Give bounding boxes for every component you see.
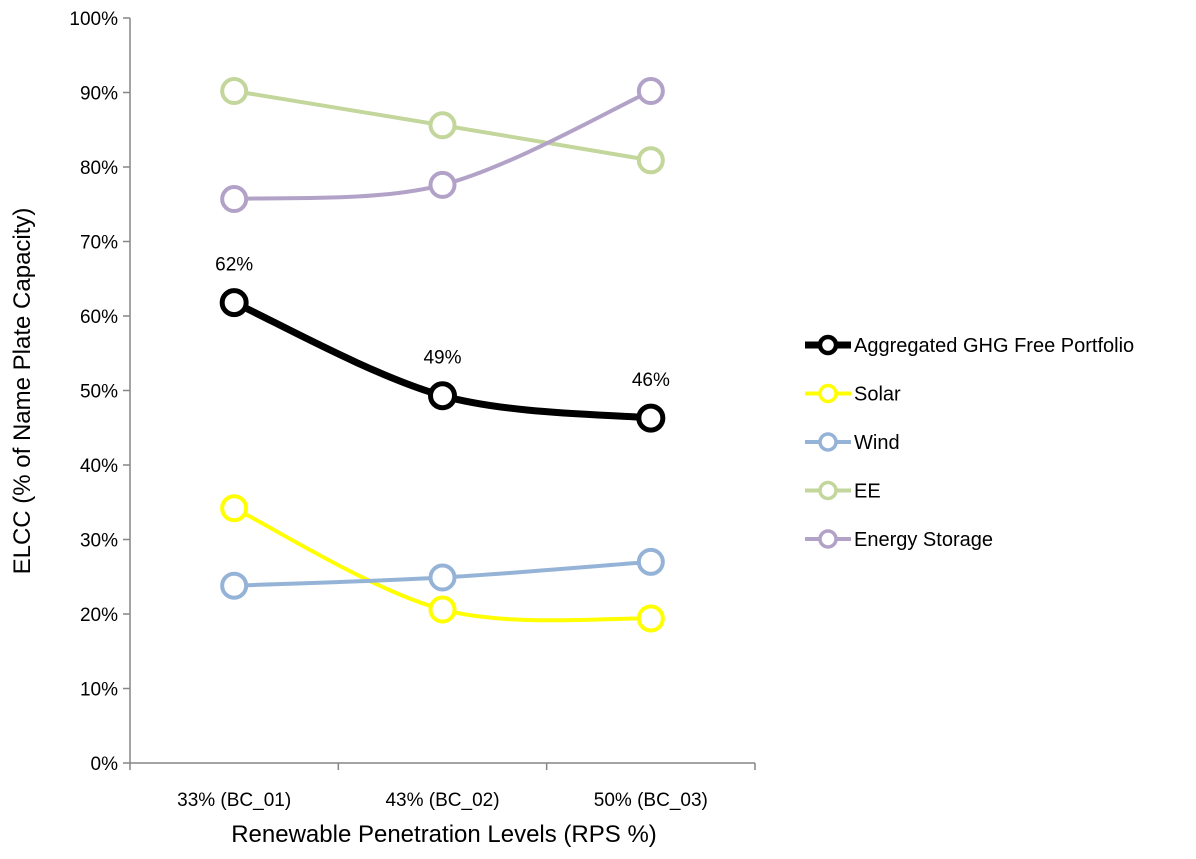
y-tick-label: 40% xyxy=(80,456,118,477)
series-ee xyxy=(220,77,665,175)
legend-item-ee: EE xyxy=(805,481,881,503)
legend: Aggregated GHG Free Portfolio Solar Wind EE… xyxy=(805,334,1134,551)
y-tick-label: 80% xyxy=(80,158,118,179)
data-point xyxy=(428,111,457,140)
y-tick-label: 50% xyxy=(80,382,118,403)
y-tick-label: 70% xyxy=(80,233,118,254)
data-point xyxy=(636,604,665,633)
y-tick-label: 60% xyxy=(80,307,118,328)
data-point xyxy=(636,77,665,106)
data-point xyxy=(220,494,249,523)
legend-label: Solar xyxy=(854,384,901,406)
legend-label: Wind xyxy=(854,432,900,454)
legend-item-solar: Solar xyxy=(805,384,901,406)
legend-swatch-marker xyxy=(818,383,838,404)
y-tick-label: 100% xyxy=(69,9,118,30)
legend-label: Aggregated GHG Free Portfolio xyxy=(854,335,1134,357)
data-label: 62% xyxy=(215,255,253,276)
y-axis: 0% 10% 20% 30% 40% 50% 60% 70% 80% 90% 100% xyxy=(69,9,131,775)
x-axis: 33% (BC_01) 43% (BC_02) 50% (BC_03) xyxy=(129,762,756,811)
data-point xyxy=(428,595,457,624)
legend-swatch-marker xyxy=(818,480,838,501)
legend-swatch-marker xyxy=(818,529,838,549)
series-wind xyxy=(220,547,665,600)
data-point xyxy=(428,381,457,411)
series-energy-storage xyxy=(220,77,665,214)
data-label: 49% xyxy=(423,348,461,369)
data-point xyxy=(220,77,249,106)
data-point xyxy=(636,547,665,576)
x-tick-label: 43% (BC_02) xyxy=(385,790,499,811)
x-tick-label: 33% (BC_01) xyxy=(177,790,291,811)
data-point xyxy=(428,170,457,199)
legend-label: Energy Storage xyxy=(854,529,993,551)
data-point xyxy=(636,403,666,433)
y-axis-title: ELCC (% of Name Plate Capacity) xyxy=(9,208,36,575)
legend-swatch-marker xyxy=(817,334,839,356)
legend-item-aggregated-ghg-free-portfolio: Aggregated GHG Free Portfolio xyxy=(805,334,1134,357)
legend-label: EE xyxy=(854,481,881,503)
series-solar xyxy=(220,494,665,633)
series-aggregated-ghg-free-portfolio: 62% 49% 46% xyxy=(215,255,670,433)
data-point xyxy=(220,185,249,214)
y-tick-label: 90% xyxy=(80,84,118,105)
data-point xyxy=(220,571,249,600)
data-point xyxy=(636,146,665,175)
x-axis-title: Renewable Penetration Levels (RPS %) xyxy=(231,821,657,848)
x-tick-label: 50% (BC_03) xyxy=(594,790,708,811)
y-tick-label: 30% xyxy=(80,531,118,552)
plot-area: 62% 49% 46% xyxy=(215,77,670,633)
data-point xyxy=(428,563,457,592)
data-point xyxy=(219,288,249,318)
legend-swatch-marker xyxy=(818,432,838,452)
legend-item-energy-storage: Energy Storage xyxy=(805,529,993,551)
y-tick-label: 10% xyxy=(80,680,118,701)
data-label: 46% xyxy=(632,370,670,391)
legend-item-wind: Wind xyxy=(805,432,900,454)
y-tick-label: 20% xyxy=(80,605,118,626)
y-tick-label: 0% xyxy=(91,754,119,775)
